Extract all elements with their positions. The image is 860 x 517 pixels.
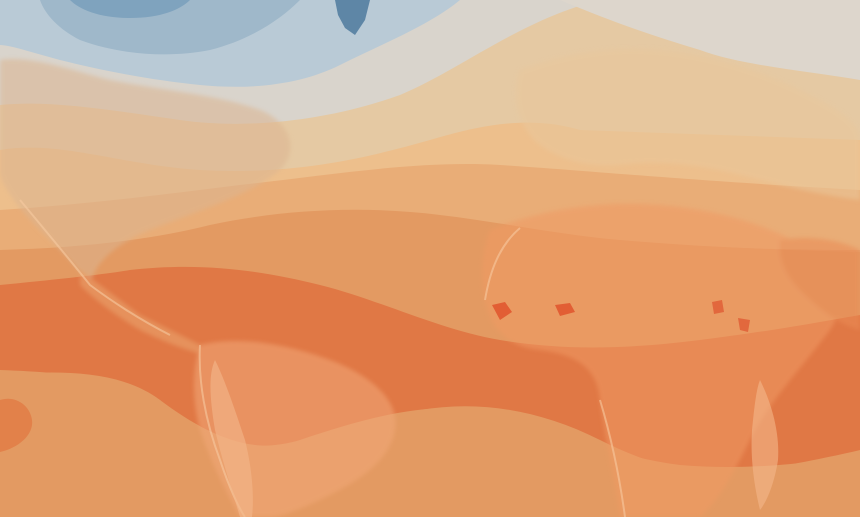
band-hot-west xyxy=(0,398,33,452)
land-masses xyxy=(0,48,860,517)
hot-spot-sahel-central xyxy=(555,303,575,316)
land-africa xyxy=(482,203,841,517)
cool-region-europe-north xyxy=(560,0,860,80)
greenland-tip xyxy=(335,0,370,35)
land-europe xyxy=(516,48,860,201)
land-arabia xyxy=(779,238,860,330)
highlands xyxy=(210,360,779,517)
land-north-america xyxy=(0,59,291,285)
hot-spot-sudan xyxy=(712,300,724,314)
hot-spot-sahel-west xyxy=(492,302,512,320)
land-central-america xyxy=(80,270,205,355)
hot-spot-horn xyxy=(738,318,750,332)
cold-region-deep xyxy=(70,0,190,18)
hot-spots xyxy=(492,300,750,332)
